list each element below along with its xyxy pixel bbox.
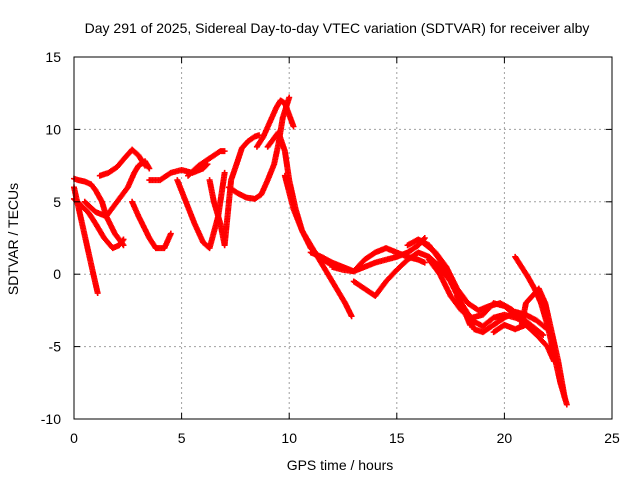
- chart-title: Day 291 of 2025, Sidereal Day-to-day VTE…: [85, 20, 590, 36]
- series-14: [281, 172, 355, 320]
- series-7: [146, 161, 211, 184]
- series-4: [81, 158, 153, 220]
- x-axis-label: GPS time / hours: [287, 457, 394, 473]
- series-23: [518, 285, 568, 401]
- x-tick-label: 0: [70, 430, 78, 446]
- data-point: [120, 236, 127, 243]
- ticks: 0 5 10 15 20 25 -10 -5 0 5 10 15: [41, 49, 620, 446]
- y-tick-label: -5: [49, 339, 62, 355]
- data-point: [286, 94, 293, 101]
- series-6: [129, 198, 174, 252]
- y-tick-label: 0: [53, 266, 61, 282]
- x-tick-label: 10: [281, 430, 297, 446]
- data-point: [540, 332, 547, 339]
- data-point: [550, 358, 557, 365]
- series-3: [71, 195, 127, 252]
- y-tick-label: 5: [53, 194, 61, 210]
- grid: [74, 57, 612, 419]
- data-point: [561, 394, 568, 401]
- data-layer: [71, 94, 570, 408]
- data-point: [421, 235, 428, 241]
- data-point: [421, 259, 428, 266]
- data-point: [119, 237, 126, 244]
- series-16: [329, 245, 428, 275]
- series-24: [490, 321, 557, 365]
- series-9: [185, 148, 228, 179]
- data-point: [221, 148, 228, 155]
- y-tick-label: 10: [45, 121, 61, 137]
- x-tick-label: 25: [604, 430, 620, 446]
- series-12: [253, 97, 297, 150]
- x-tick-label: 15: [389, 430, 405, 446]
- plot-frame: [73, 56, 613, 420]
- x-tick-label: 5: [178, 430, 186, 446]
- y-tick-label: 15: [45, 49, 61, 65]
- data-point: [538, 331, 545, 338]
- y-axis-label: SDTVAR / TECUs: [5, 183, 21, 295]
- data-point: [146, 165, 153, 172]
- series-8: [174, 169, 228, 252]
- data-point: [142, 162, 149, 169]
- x-tick-label: 20: [497, 430, 513, 446]
- series-10: [206, 132, 263, 249]
- data-point: [290, 123, 297, 130]
- data-point: [94, 290, 101, 297]
- data-point: [563, 401, 570, 408]
- series-5: [96, 146, 149, 179]
- data-point: [348, 313, 355, 320]
- data-point: [167, 230, 174, 237]
- data-point: [221, 169, 228, 176]
- y-tick-label: -10: [41, 411, 61, 427]
